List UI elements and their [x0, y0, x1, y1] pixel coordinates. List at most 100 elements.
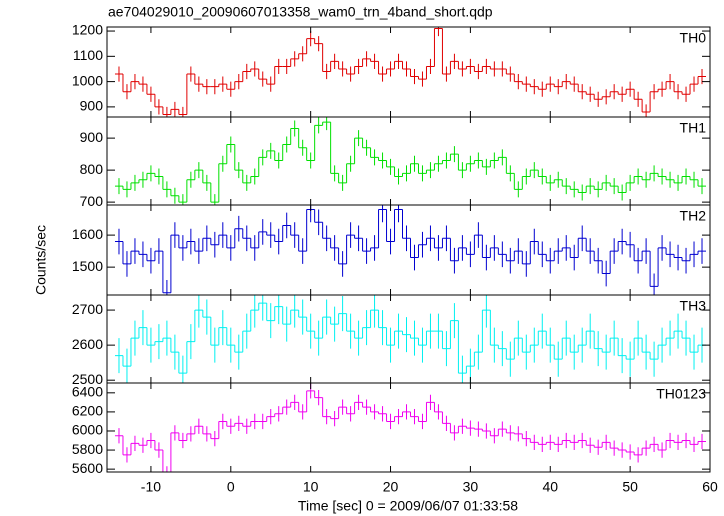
- data-bin: [690, 76, 699, 92]
- data-bin: [634, 320, 643, 356]
- x-tick-label: 30: [463, 479, 479, 495]
- data-bin: [354, 130, 363, 147]
- data-bin: [642, 334, 651, 370]
- data-bin: [306, 31, 315, 47]
- data-bin: [650, 84, 659, 100]
- data-bin: [570, 434, 579, 451]
- data-bin: [202, 299, 211, 335]
- data-bin: [282, 212, 291, 239]
- data-bin: [226, 136, 235, 153]
- data-bin: [626, 81, 635, 97]
- data-bin: [506, 425, 515, 441]
- data-bin: [602, 260, 611, 287]
- data-bin: [458, 61, 467, 77]
- panel-plot: [114, 205, 707, 295]
- data-bin: [474, 222, 483, 248]
- data-bin: [162, 106, 171, 117]
- panel-plot: [114, 295, 707, 383]
- data-bin: [442, 331, 451, 367]
- data-bin: [698, 433, 707, 450]
- data-bin: [306, 313, 315, 349]
- data-bin: [538, 81, 547, 97]
- data-bin: [378, 310, 387, 346]
- data-bin: [618, 86, 627, 102]
- data-bin: [490, 235, 499, 261]
- data-bin: [178, 355, 187, 383]
- data-bin: [610, 178, 619, 195]
- data-bin: [282, 136, 291, 153]
- data-bin: [338, 174, 347, 191]
- data-bin: [370, 235, 379, 261]
- data-bin: [674, 434, 683, 451]
- data-bin: [674, 244, 683, 271]
- data-bin: [498, 331, 507, 367]
- data-bin: [434, 27, 443, 37]
- data-bin: [274, 295, 283, 325]
- x-axis-label: Time [sec] 0 = 2009/06/07 01:33:58: [298, 498, 518, 514]
- data-bin: [682, 86, 691, 102]
- data-bin: [138, 76, 147, 92]
- data-bin: [602, 89, 611, 105]
- data-bin: [466, 155, 475, 172]
- data-bin: [186, 426, 195, 442]
- data-bin: [354, 394, 363, 410]
- data-bin: [386, 61, 395, 77]
- data-bin: [226, 81, 235, 97]
- data-bin: [506, 66, 515, 82]
- data-bin: [426, 394, 435, 410]
- data-bin: [298, 404, 307, 420]
- data-bin: [530, 434, 539, 451]
- data-bin: [690, 334, 699, 370]
- data-bin: [330, 306, 339, 342]
- data-bin: [626, 341, 635, 377]
- data-bin: [538, 168, 547, 185]
- data-bin: [578, 225, 587, 252]
- data-bin: [138, 310, 147, 346]
- data-bin: [682, 168, 691, 185]
- data-bin: [266, 303, 275, 339]
- data-bin: [466, 58, 475, 75]
- data-bin: [562, 178, 571, 195]
- data-bin: [354, 320, 363, 356]
- data-bin: [146, 327, 155, 363]
- data-bin: [402, 317, 411, 353]
- data-bin: [234, 334, 243, 370]
- data-bin: [690, 241, 699, 268]
- data-bin: [498, 421, 507, 437]
- panel-plot: [114, 27, 707, 117]
- data-bin: [434, 404, 443, 420]
- data-bin: [410, 244, 419, 271]
- data-bin: [114, 338, 123, 374]
- x-tick-label: 40: [542, 479, 558, 495]
- panel-label: TH0: [680, 30, 707, 46]
- y-tick-label: 6400: [72, 384, 103, 400]
- data-bin: [290, 120, 299, 137]
- data-bin: [530, 79, 539, 95]
- data-bin: [154, 168, 163, 185]
- data-bin: [402, 165, 411, 182]
- data-bin: [474, 63, 483, 80]
- data-bin: [546, 434, 555, 451]
- data-bin: [402, 225, 411, 252]
- x-tick-label: 50: [622, 479, 638, 495]
- data-bin: [618, 228, 627, 255]
- data-bin: [610, 440, 619, 456]
- data-bin: [514, 320, 523, 356]
- data-bin: [362, 51, 371, 67]
- x-tick-label: -10: [141, 479, 161, 495]
- data-bin: [138, 437, 147, 453]
- data-bin: [298, 46, 307, 62]
- data-bin: [114, 228, 123, 255]
- data-bin: [610, 84, 619, 100]
- data-bin: [218, 310, 227, 346]
- data-bin: [290, 394, 299, 410]
- panel-label: TH1: [680, 120, 707, 136]
- data-bin: [474, 152, 483, 169]
- y-tick-label: 6000: [72, 422, 103, 438]
- chart-title: ae704029010_20090607013358_wam0_trn_4ban…: [108, 4, 493, 20]
- data-bin: [594, 181, 603, 198]
- data-bin: [618, 338, 627, 374]
- data-bin: [386, 413, 395, 430]
- data-bin: [234, 74, 243, 90]
- data-bin: [554, 79, 563, 95]
